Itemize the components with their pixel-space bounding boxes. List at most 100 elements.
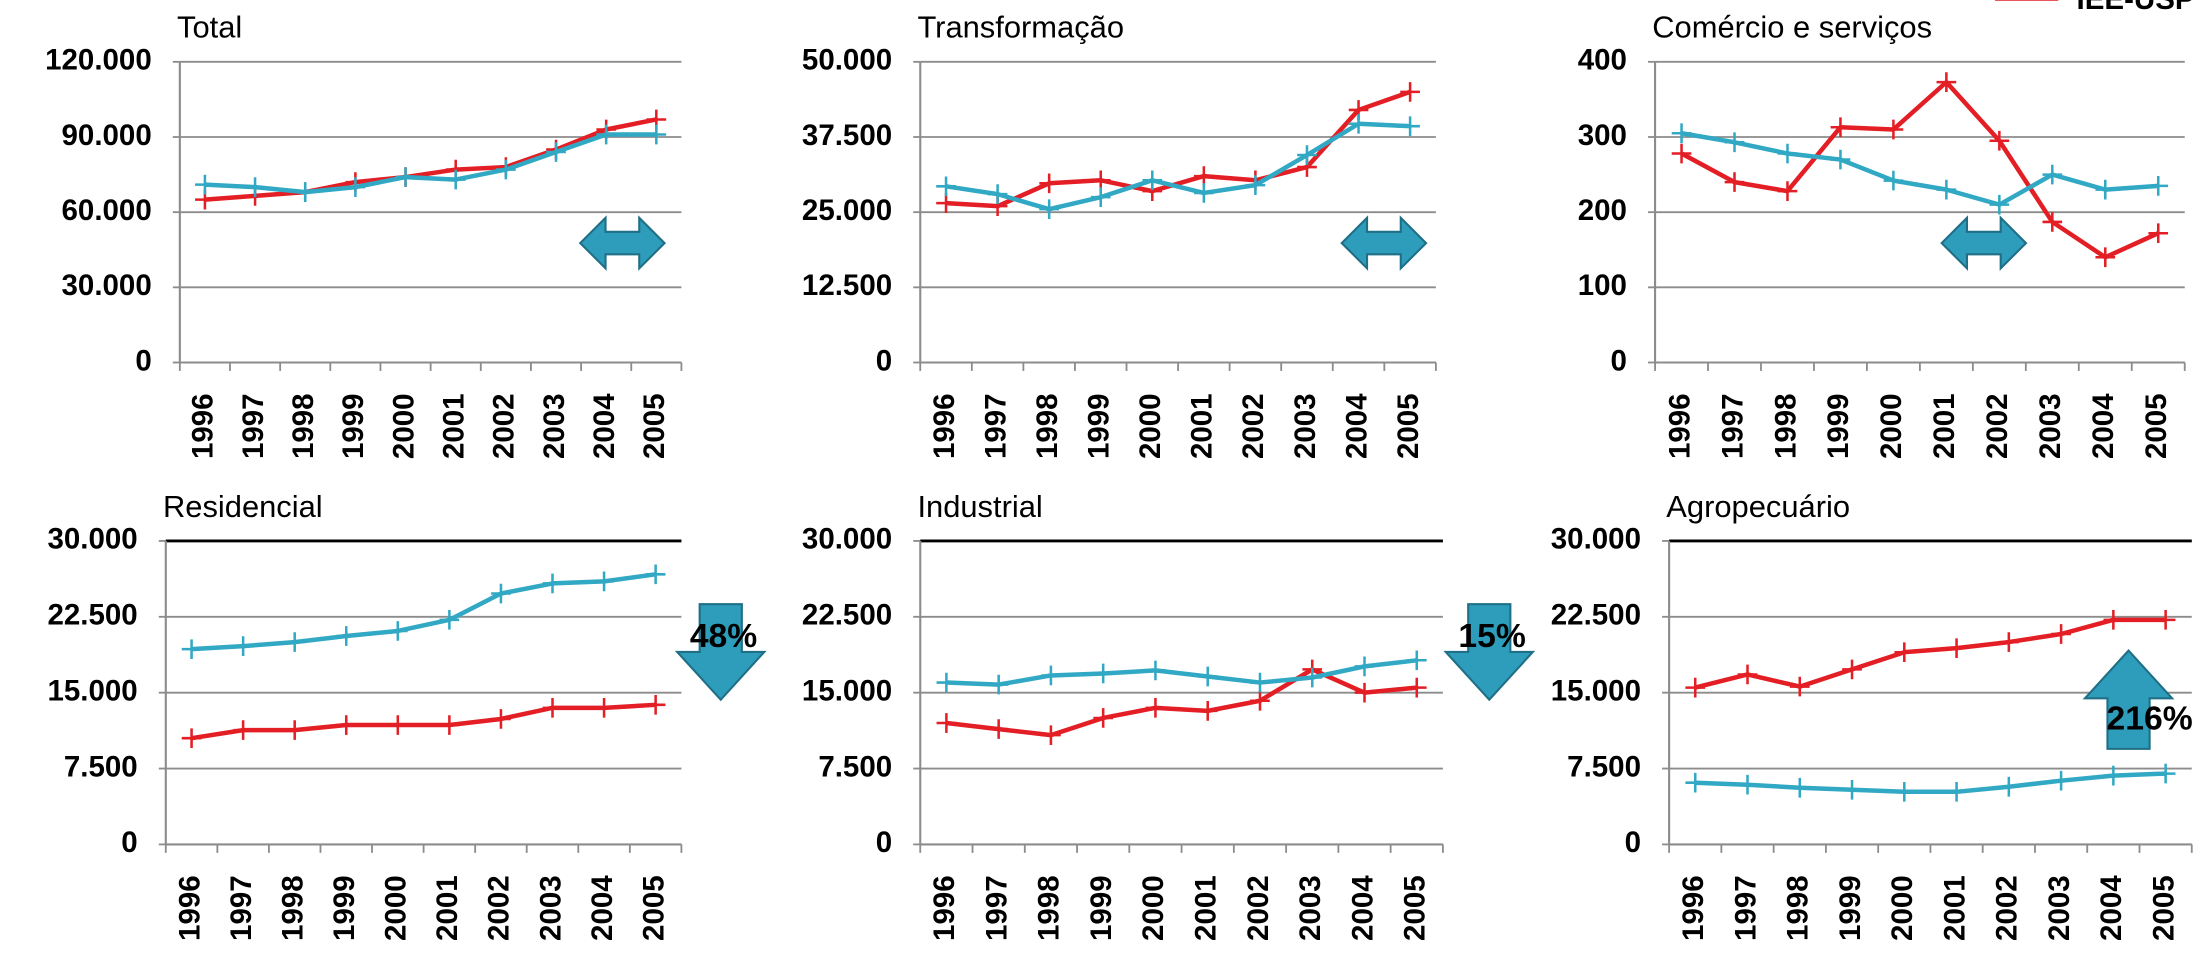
data-point bbox=[245, 177, 265, 197]
data-point bbox=[2148, 223, 2169, 244]
data-point bbox=[596, 124, 617, 145]
data-point bbox=[1041, 725, 1061, 745]
y-tick-label: 25.000 bbox=[802, 194, 892, 227]
data-point bbox=[1250, 690, 1270, 711]
annotation: 15% bbox=[1458, 617, 1525, 655]
x-tick-label: 1997 bbox=[237, 393, 270, 459]
data-point bbox=[988, 719, 1009, 739]
chart-title: Agropecuário bbox=[1666, 489, 1850, 524]
x-tick-label: 1997 bbox=[979, 393, 1012, 459]
data-point bbox=[646, 124, 667, 145]
y-tick-label: 90.000 bbox=[62, 119, 152, 152]
x-tick-label: 2000 bbox=[1886, 875, 1919, 941]
data-point bbox=[936, 672, 957, 693]
data-point bbox=[295, 182, 316, 202]
data-point bbox=[284, 720, 305, 740]
data-line bbox=[204, 132, 657, 195]
data-point bbox=[1989, 130, 2010, 151]
x-tick-label: 2001 bbox=[1186, 393, 1219, 459]
x-tick-label: 2005 bbox=[1392, 393, 1425, 459]
annotation: 48% bbox=[690, 617, 757, 655]
data-point bbox=[1842, 659, 1862, 680]
data-point bbox=[546, 142, 566, 162]
data-point bbox=[1830, 117, 1851, 138]
x-tick-label: 1997 bbox=[1716, 393, 1749, 459]
y-tick-label: 50.000 bbox=[802, 44, 892, 77]
data-point bbox=[1145, 660, 1166, 681]
data-point bbox=[1894, 642, 1915, 663]
x-tick-label: 2004 bbox=[586, 875, 619, 941]
data-point bbox=[387, 715, 408, 735]
x-tick-label: 2001 bbox=[1190, 875, 1223, 941]
data-point bbox=[233, 636, 253, 656]
x-tick-label: 1997 bbox=[980, 875, 1013, 941]
arrow-shape bbox=[578, 215, 667, 271]
data-point bbox=[1090, 187, 1111, 207]
y-tick-label: 7.500 bbox=[818, 750, 892, 783]
data-point bbox=[445, 169, 466, 190]
data-point bbox=[496, 159, 516, 180]
x-tick-label: 2005 bbox=[637, 875, 670, 941]
data-point bbox=[1400, 116, 1420, 137]
x-tick-label: 1999 bbox=[337, 393, 370, 459]
y-tick-label: 300 bbox=[1578, 119, 1627, 152]
x-tick-label: 1998 bbox=[1033, 875, 1066, 941]
data-point bbox=[1093, 663, 1114, 684]
x-tick-label: 1998 bbox=[276, 875, 309, 941]
x-tick-label: 2000 bbox=[380, 875, 413, 941]
data-point bbox=[1685, 677, 1706, 698]
data-point bbox=[2095, 247, 2116, 268]
data-point bbox=[181, 639, 202, 660]
data-point bbox=[1883, 119, 1904, 140]
data-point bbox=[1946, 638, 1967, 658]
x-tick-label: 2005 bbox=[2147, 875, 2180, 941]
x-tick-label: 2004 bbox=[2087, 393, 2120, 459]
chart-title: Comércio e serviços bbox=[1652, 10, 1932, 45]
chart-title: Residencial bbox=[163, 489, 323, 524]
x-tick-label: 2001 bbox=[1938, 875, 1971, 941]
y-tick-label: 0 bbox=[1625, 826, 1641, 859]
data-point bbox=[1250, 672, 1270, 693]
x-tick-label: 1996 bbox=[187, 393, 220, 459]
chart-title: Transformação bbox=[917, 10, 1124, 45]
y-tick-label: 15.000 bbox=[1551, 674, 1641, 707]
data-line bbox=[946, 667, 1417, 738]
data-point bbox=[1197, 701, 1218, 721]
y-tick-label: 15.000 bbox=[802, 674, 892, 707]
x-tick-label: 1999 bbox=[1083, 393, 1116, 459]
x-tick-label: 2005 bbox=[1399, 875, 1432, 941]
data-point bbox=[284, 632, 305, 652]
data-line bbox=[191, 702, 656, 741]
data-point bbox=[1936, 179, 1957, 200]
y-tick-label: 0 bbox=[1611, 344, 1627, 377]
y-tick-label: 22.500 bbox=[802, 599, 892, 632]
data-point bbox=[491, 709, 511, 729]
data-point bbox=[1830, 149, 1851, 170]
x-tick-label: 1999 bbox=[1834, 875, 1867, 941]
data-line bbox=[945, 89, 1411, 209]
x-tick-label: 2002 bbox=[1981, 393, 2014, 459]
arrow-shape bbox=[1340, 215, 1428, 271]
x-tick-label: 1998 bbox=[1782, 875, 1815, 941]
y-tick-label: 15.000 bbox=[47, 674, 137, 707]
data-point bbox=[1737, 774, 1758, 795]
data-point bbox=[594, 571, 614, 592]
data-point bbox=[1145, 698, 1166, 718]
x-tick-label: 2002 bbox=[483, 875, 516, 941]
data-point bbox=[1998, 776, 2019, 797]
x-tick-label: 2001 bbox=[1928, 393, 1961, 459]
x-tick-label: 1999 bbox=[1085, 875, 1118, 941]
x-tick-label: 1997 bbox=[225, 875, 258, 941]
x-tick-label: 1997 bbox=[1729, 875, 1762, 941]
arrow-shape bbox=[2082, 648, 2175, 750]
data-point bbox=[936, 713, 957, 733]
data-point bbox=[1789, 777, 1810, 798]
data-point bbox=[181, 728, 202, 749]
data-point bbox=[594, 698, 614, 718]
data-point bbox=[1789, 676, 1810, 697]
y-tick-label: 120.000 bbox=[45, 44, 152, 77]
y-tick-label: 0 bbox=[121, 826, 137, 859]
data-line bbox=[204, 117, 657, 202]
data-point bbox=[1883, 170, 1904, 191]
chart-title: Total bbox=[177, 10, 242, 45]
